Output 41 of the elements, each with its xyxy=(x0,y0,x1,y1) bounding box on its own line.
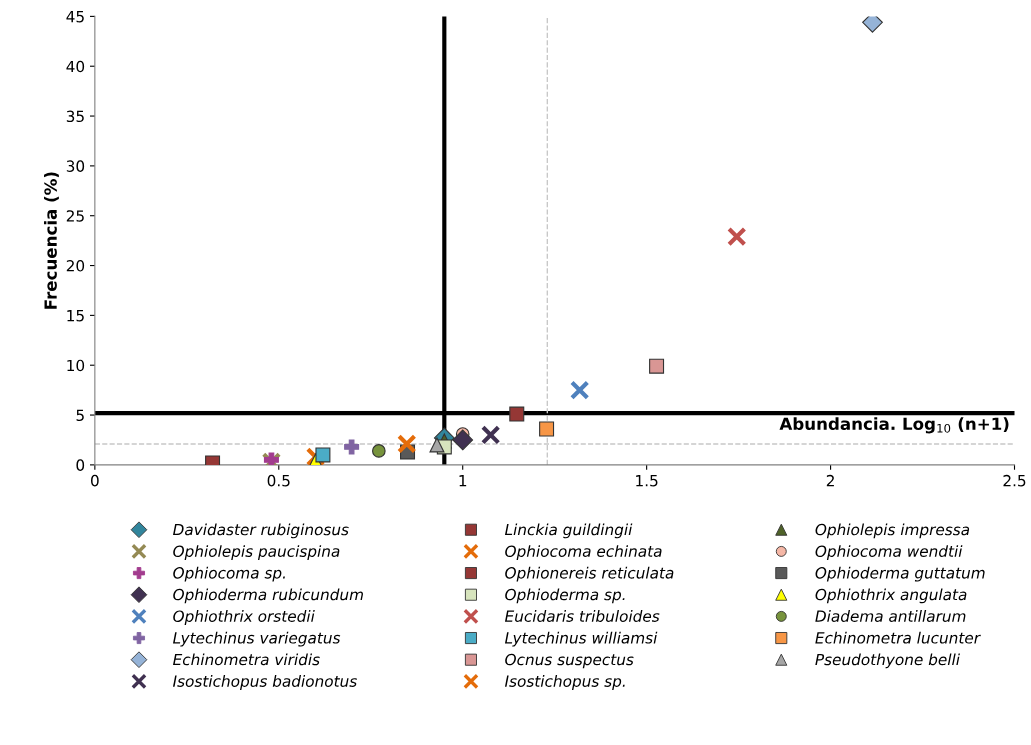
legend-label: Ophiolepis paucispina xyxy=(173,545,340,560)
legend-label: Pseudothyone belli xyxy=(815,653,960,669)
legend-label: Ocnus suspectus xyxy=(505,653,634,669)
x-tick-label: 2 xyxy=(826,474,834,487)
legend-label: Eucidaris tribuloides xyxy=(504,610,660,622)
y-tick-label: 35 xyxy=(66,110,84,123)
y-tick-label: 20 xyxy=(66,260,85,272)
x-tick-label: 1 xyxy=(459,475,467,487)
legend-label: Ophiolepis impressa xyxy=(815,523,970,539)
legend-label: Linckia guildingii xyxy=(504,523,633,539)
legend-label: Ophiothrix orstedii xyxy=(173,610,315,625)
y-tick-label: 0 xyxy=(76,459,85,471)
legend-label: Echinometra lucunter xyxy=(815,631,981,644)
legend-label: Ophiocoma echinata xyxy=(505,545,662,560)
legend-label: Isostichopus sp. xyxy=(504,675,625,690)
y-tick-label: 40 xyxy=(66,60,85,73)
x-tick-label: 1.5 xyxy=(636,475,658,487)
legend-label: Ophioderma sp. xyxy=(505,588,625,604)
legend-label: Ophiocoma wendtii xyxy=(815,545,963,560)
x-tick-label: 0 xyxy=(91,474,99,487)
x-axis-title: Abundancia. Log$_{10}$ (n+1) xyxy=(779,417,1009,434)
y-tick-label: 25 xyxy=(66,210,84,222)
legend-label: Davidaster rubiginosus xyxy=(173,523,349,539)
legend-label: Diadema antillarum xyxy=(815,610,966,622)
legend-label: Lytechinus variegatus xyxy=(173,631,341,647)
legend-label: Echinometra viridis xyxy=(173,653,320,666)
legend-label: Ophioderma guttatum xyxy=(815,566,985,582)
legend-label: Lytechinus williamsi xyxy=(504,631,658,647)
y-tick-label: 15 xyxy=(67,310,84,322)
legend-label: Isostichopus badionotus xyxy=(173,675,357,690)
legend-label: Ophiocoma sp. xyxy=(173,566,285,582)
legend-label: Ophioderma rubicundum xyxy=(173,588,363,604)
y-tick-label: 5 xyxy=(76,409,84,422)
y-tick-label: 45 xyxy=(66,11,84,23)
x-tick-label: 0.5 xyxy=(267,474,290,487)
x-tick-label: 2.5 xyxy=(1003,474,1026,487)
y-axis-title: Frecuencia (%) xyxy=(44,172,59,309)
y-tick-label: 10 xyxy=(67,359,85,372)
legend-label: Ophiothrix angulata xyxy=(815,588,967,604)
y-tick-label: 30 xyxy=(66,160,85,172)
legend-label: Ophionereis reticulata xyxy=(505,566,674,582)
